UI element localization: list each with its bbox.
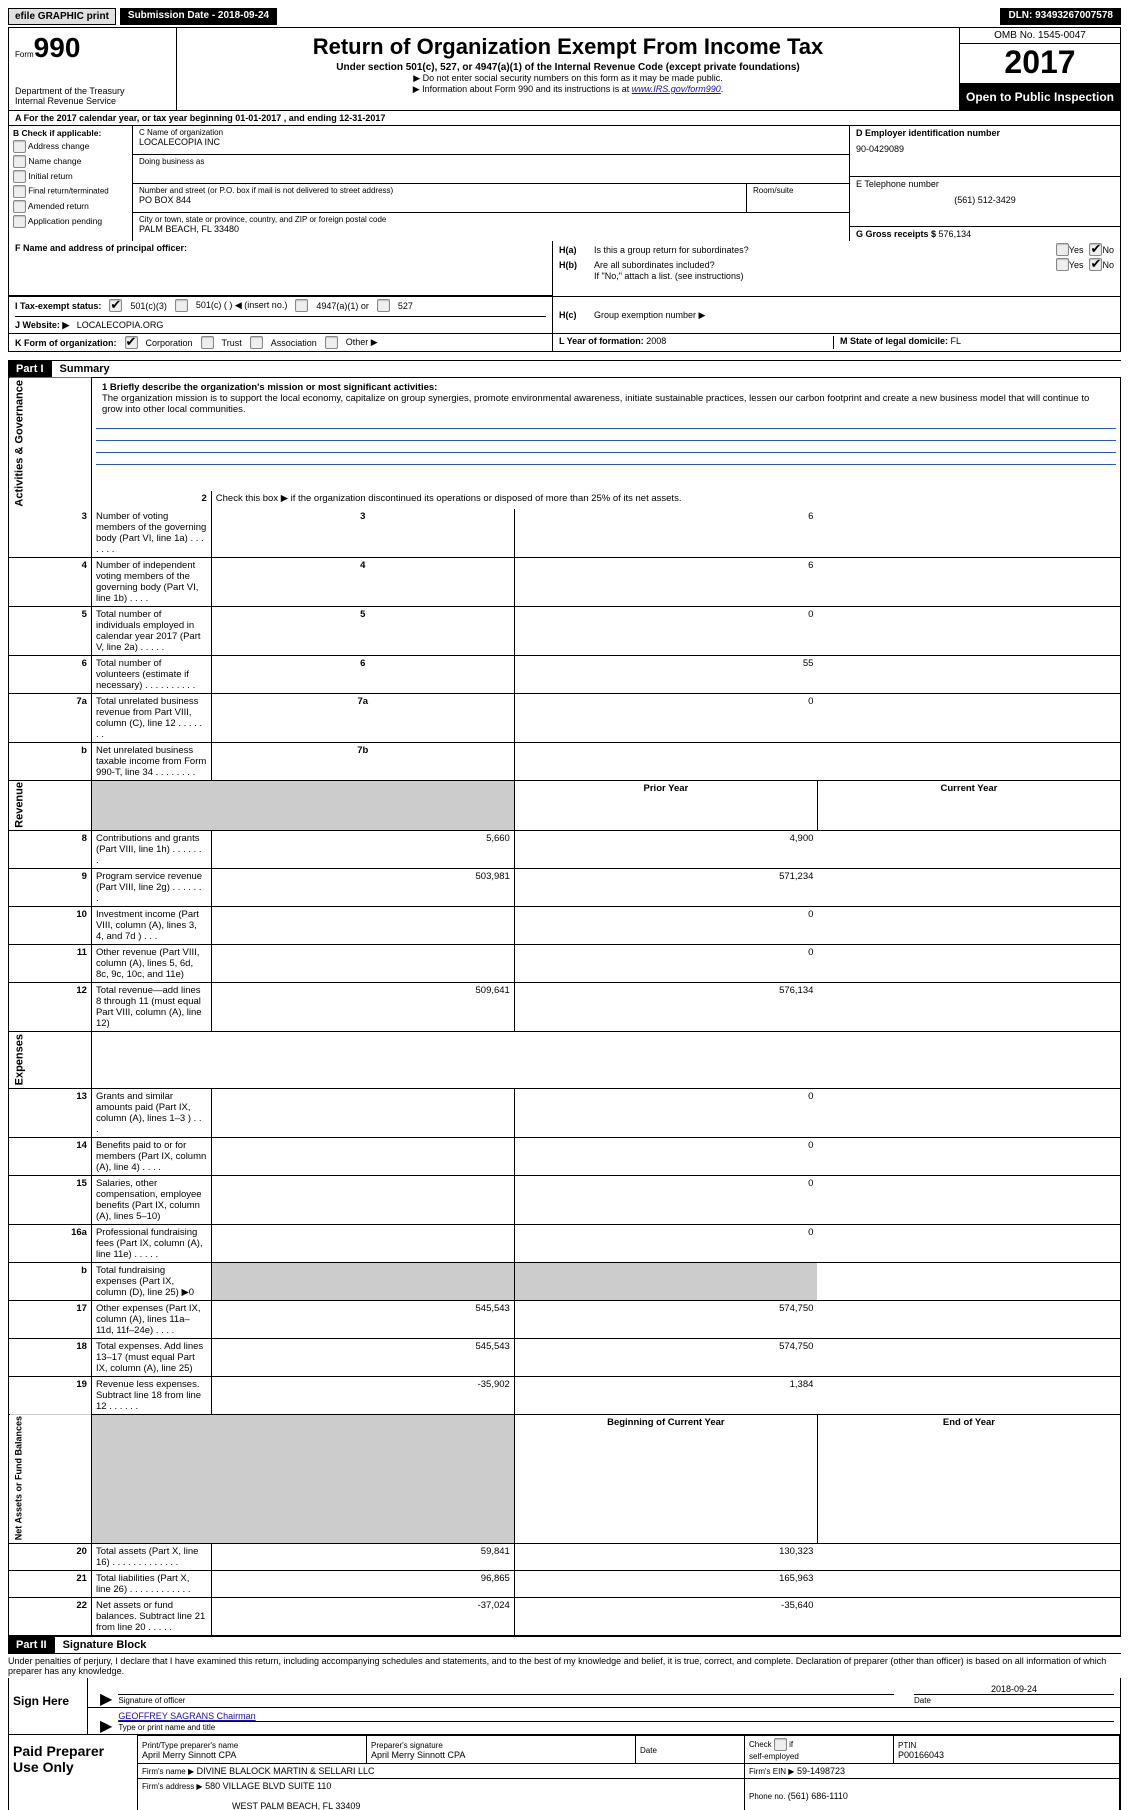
submission-date: Submission Date - 2018-09-24: [120, 8, 277, 25]
section-revenue: Revenue: [9, 780, 92, 831]
part1-header: Part ISummary: [8, 360, 1121, 378]
note-ssn: ▶ Do not enter social security numbers o…: [185, 73, 951, 84]
table-row: 17Other expenses (Part IX, column (A), l…: [9, 1300, 1121, 1338]
chk-other[interactable]: [325, 336, 338, 349]
ha-no[interactable]: [1089, 243, 1102, 256]
h-a: Is this a group return for subordinates?: [594, 245, 1056, 255]
org-name-label: C Name of organization: [139, 128, 843, 137]
table-row: 15Salaries, other compensation, employee…: [9, 1175, 1121, 1224]
table-row: 16aProfessional fundraising fees (Part I…: [9, 1224, 1121, 1262]
line-f: F Name and address of principal officer:: [9, 241, 552, 296]
officer-name: GEOFFREY SAGRANS Chairman: [118, 1711, 1114, 1721]
chk-501c3[interactable]: [109, 299, 122, 312]
table-row: 19Revenue less expenses. Subtract line 1…: [9, 1376, 1121, 1414]
section-expenses: Expenses: [9, 1032, 92, 1088]
h-b2: If "No," attach a list. (see instruction…: [559, 271, 1114, 281]
part2-header: Part IISignature Block: [8, 1636, 1121, 1654]
line-i: I Tax-exempt status: 501(c)(3) 501(c) ( …: [15, 299, 546, 317]
col-b: B Check if applicable: Address change Na…: [9, 126, 133, 241]
table-row: 11Other revenue (Part VIII, column (A), …: [9, 945, 1121, 983]
city-label: City or town, state or province, country…: [139, 215, 843, 224]
h-c: Group exemption number ▶: [594, 310, 705, 321]
note-link: ▶ Information about Form 990 and its ins…: [185, 84, 951, 95]
omb-number: OMB No. 1545-0047: [960, 28, 1120, 44]
table-row: 6Total number of volunteers (estimate if…: [9, 655, 1121, 693]
form-subtitle: Under section 501(c), 527, or 4947(a)(1)…: [185, 62, 951, 73]
paid-preparer-block: Paid Preparer Use Only Print/Type prepar…: [8, 1735, 1121, 1810]
ha-yes[interactable]: [1056, 243, 1069, 256]
section-governance: Activities & Governance: [9, 378, 92, 509]
hb-no[interactable]: [1089, 258, 1102, 271]
table-row: 3Number of voting members of the governi…: [9, 509, 1121, 558]
table-row: bNet unrelated business taxable income f…: [9, 742, 1121, 780]
dba-label: Doing business as: [139, 157, 843, 166]
table-row: 21Total liabilities (Part X, line 26) . …: [9, 1571, 1121, 1598]
table-row: 7aTotal unrelated business revenue from …: [9, 693, 1121, 742]
paid-preparer-label: Paid Preparer Use Only: [9, 1735, 137, 1810]
ein: 90-0429089: [856, 144, 1114, 154]
dept-label: Department of the Treasury Internal Reve…: [15, 86, 170, 106]
gross-label: G Gross receipts $: [856, 229, 939, 239]
form-title: Return of Organization Exempt From Incom…: [185, 34, 951, 60]
line-a: A For the 2017 calendar year, or tax yea…: [8, 111, 1121, 126]
table-row: 8Contributions and grants (Part VIII, li…: [9, 831, 1121, 869]
header-grid: B Check if applicable: Address change Na…: [8, 126, 1121, 241]
chk-self-employed[interactable]: [774, 1738, 787, 1751]
table-row: 12Total revenue—add lines 8 through 11 (…: [9, 983, 1121, 1032]
ein-label: D Employer identification number: [856, 128, 1114, 138]
table-row: bTotal fundraising expenses (Part IX, co…: [9, 1262, 1121, 1300]
room-label: Room/suite: [753, 186, 843, 195]
chk-4947[interactable]: [295, 299, 308, 312]
phone-label: E Telephone number: [856, 179, 1114, 189]
addr: PO BOX 844: [139, 195, 740, 205]
h-b: Are all subordinates included?: [594, 260, 1056, 270]
chk-corp[interactable]: [125, 336, 138, 349]
table-row: 14Benefits paid to or for members (Part …: [9, 1137, 1121, 1175]
phone: (561) 512-3429: [856, 195, 1114, 205]
addr-label: Number and street (or P.O. box if mail i…: [139, 186, 740, 195]
chk-assoc[interactable]: [250, 336, 263, 349]
table-row: 22Net assets or fund balances. Subtract …: [9, 1598, 1121, 1636]
tax-year: 2017: [960, 44, 1120, 84]
city: PALM BEACH, FL 33480: [139, 224, 843, 234]
form-number: Form990: [15, 32, 170, 64]
table-row: 9Program service revenue (Part VIII, lin…: [9, 869, 1121, 907]
perjury-declaration: Under penalties of perjury, I declare th…: [8, 1654, 1121, 1678]
table-row: 5Total number of individuals employed in…: [9, 606, 1121, 655]
table-row: 4Number of independent voting members of…: [9, 557, 1121, 606]
efile-button[interactable]: efile GRAPHIC print: [8, 8, 116, 25]
chk-527[interactable]: [377, 299, 390, 312]
line-k: K Form of organization: Corporation Trus…: [9, 334, 552, 351]
chk-501c[interactable]: [175, 299, 188, 312]
table-row: 10Investment income (Part VIII, column (…: [9, 907, 1121, 945]
hb-yes[interactable]: [1056, 258, 1069, 271]
gross-val: 576,134: [939, 229, 972, 239]
section-net: Net Assets or Fund Balances: [9, 1414, 92, 1543]
table-row: 13Grants and similar amounts paid (Part …: [9, 1088, 1121, 1137]
dln: DLN: 93493267007578: [1000, 8, 1121, 25]
form-header: Form990 Department of the Treasury Inter…: [8, 27, 1121, 111]
top-bar: efile GRAPHIC print Submission Date - 20…: [8, 8, 1121, 25]
table-row: 18Total expenses. Add lines 13–17 (must …: [9, 1338, 1121, 1376]
line-j: J Website: ▶ LOCALECOPIA.ORG: [15, 317, 546, 331]
org-name: LOCALECOPIA INC: [139, 137, 843, 147]
summary-table: Activities & Governance 1 Briefly descri…: [8, 378, 1121, 1636]
open-public: Open to Public Inspection: [960, 84, 1120, 110]
irs-link[interactable]: www.IRS.gov/form990: [632, 84, 721, 94]
chk-trust[interactable]: [201, 336, 214, 349]
table-row: 20Total assets (Part X, line 16) . . . .…: [9, 1544, 1121, 1571]
signature-block: Sign Here ▶ Signature of officer 2018-09…: [8, 1678, 1121, 1735]
sign-here-label: Sign Here: [9, 1678, 88, 1734]
